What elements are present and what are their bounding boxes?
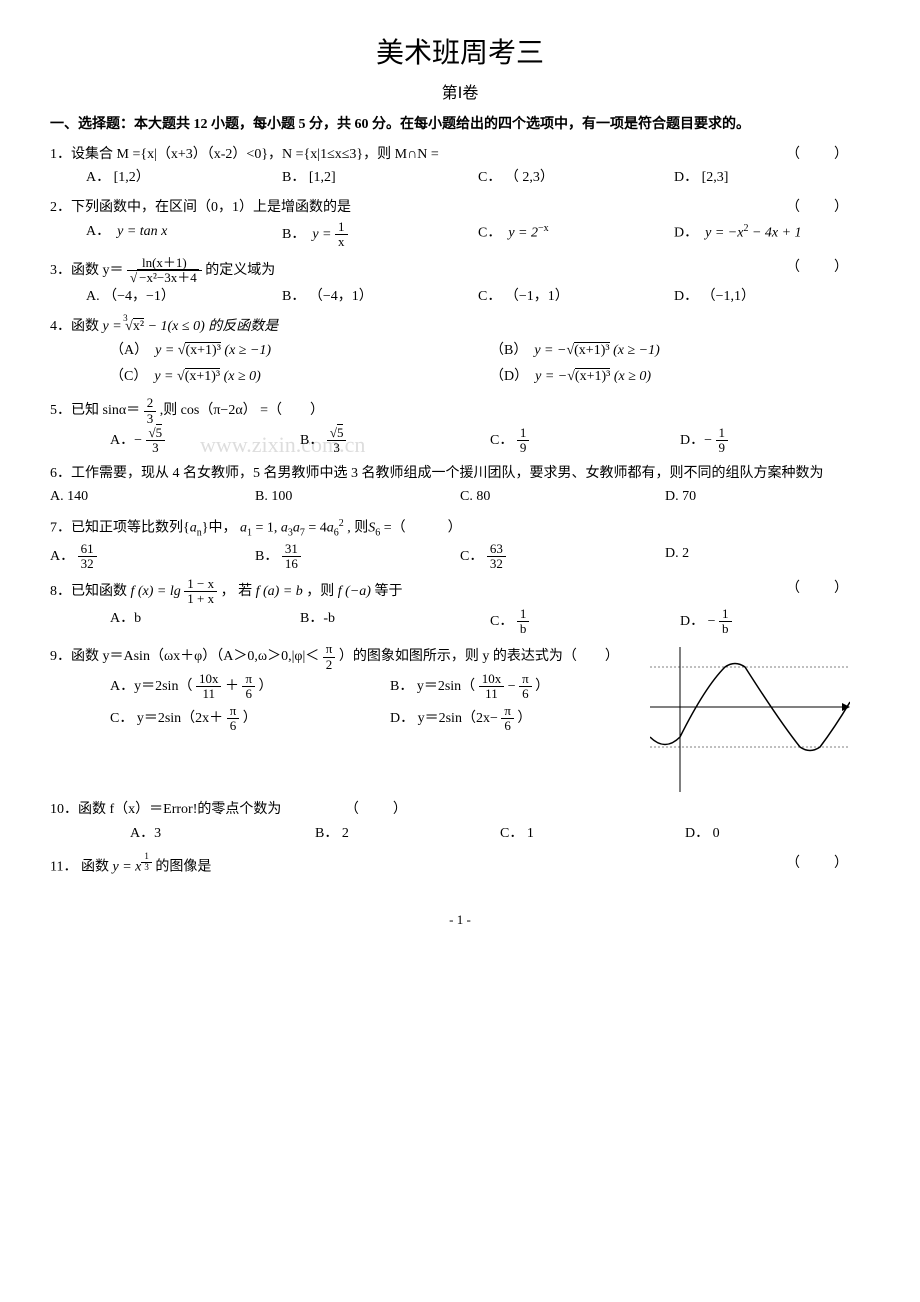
q9-opt-c: C． y＝2sin（2x＋ π6 ）: [110, 704, 390, 734]
q9-opt-d: D． y＝2sin（2x− π6 ）: [390, 704, 670, 734]
q5-opt-b: B． √53: [300, 426, 490, 456]
q5-opt-a: A．− √53: [110, 426, 300, 456]
q6-opt-d: D. 70: [665, 485, 870, 509]
q8-opt-a: A．b: [110, 607, 300, 637]
q10-opt-d: D． 0: [685, 822, 870, 846]
question-7: 7．已知正项等比数列{an}中， a1 = 1, a3a7 = 4a62 , 则…: [50, 515, 870, 571]
q6-opt-b: B. 100: [255, 485, 460, 509]
question-2: 2．下列函数中，在区间（0，1）上是增函数的是 （ ） A． y = tan x…: [50, 196, 870, 249]
q3-opt-d: D． （−1,1）: [674, 285, 870, 309]
sine-graph: [650, 642, 850, 792]
question-3: 3．函数 y＝ ln(x＋1) √−x²−3x＋4 的定义域为 （ ） A. （…: [50, 256, 870, 309]
page-title: 美术班周考三: [50, 30, 870, 78]
q5-opt-d: D．− 19: [680, 426, 870, 456]
question-11: 11． 函数 y = x13 的图像是 （ ）: [50, 852, 870, 879]
q8-opt-c: C． 1b: [490, 607, 680, 637]
q9-opt-b: B． y＝2sin（ 10x11 − π6 ）: [390, 672, 670, 702]
question-6: 6．工作需要，现从 4 名女教师，5 名男教师中选 3 名教师组成一个援川团队，…: [50, 462, 870, 510]
question-5: www.zixin.com.cn 5．已知 sinα＝ 23 ,则 cos（π−…: [50, 396, 870, 455]
q10-opt-b: B． 2: [315, 822, 500, 846]
q7-opt-c: C． 6332: [460, 542, 665, 572]
q2-opt-b: B． y = 1x: [282, 220, 478, 250]
q8-opt-b: B．-b: [300, 607, 490, 637]
blank-paren: （ ）: [786, 852, 850, 876]
q4-opt-d: （D） y = −√(x+1)³ (x ≥ 0): [490, 365, 870, 389]
q1-opt-c: C． （ 2,3）: [478, 166, 674, 190]
q6-opt-c: C. 80: [460, 485, 665, 509]
q3-opt-a: A. （−4，−1）: [86, 285, 282, 309]
q4-opt-c: （C） y = √(x+1)³ (x ≥ 0): [110, 365, 490, 389]
q2-opt-c: C． y = 2−x: [478, 220, 674, 250]
q10-opt-a: A．3: [130, 822, 315, 846]
q1-stem: 1．设集合 M ={x|（x+3）（x-2）<0}，N ={x|1≤x≤3}，则…: [50, 147, 439, 162]
q4-opt-b: （B） y = −√(x+1)³ (x ≥ −1): [490, 339, 870, 363]
question-8: 8．已知函数 f (x) = lg 1 − x1 + x ， 若 f (a) =…: [50, 577, 870, 636]
section-intro: 一、选择题：本大题共 12 小题，每小题 5 分，共 60 分。在每小题给出的四…: [50, 113, 870, 137]
q3-stem-pre: 3．函数 y＝: [50, 263, 124, 278]
blank-paren: （ ）: [786, 256, 850, 280]
q5-opt-c: C． 19: [490, 426, 680, 456]
question-1: 1．设集合 M ={x|（x+3）（x-2）<0}，N ={x|1≤x≤3}，则…: [50, 143, 870, 191]
question-4: 4．函数 y = 3 √x² − 1(x ≤ 0) 的反函数是 （A） y = …: [50, 315, 870, 390]
q10-opt-c: C． 1: [500, 822, 685, 846]
q8-opt-d: D． − 1b: [680, 607, 870, 637]
q4-opt-a: （A） y = √(x+1)³ (x ≥ −1): [110, 339, 490, 363]
q3-opt-c: C． （−1，1）: [478, 285, 674, 309]
subtitle: 第Ⅰ卷: [50, 80, 870, 107]
blank-paren: （ ）: [345, 802, 409, 817]
question-10: 10．函数 f（x）＝Error!的零点个数为 （ ） A．3 B． 2 C． …: [50, 798, 870, 846]
q2-opt-d: D． y = −x2 − 4x + 1: [674, 220, 870, 250]
q2-opt-a: A． y = tan x: [86, 220, 282, 250]
q2-stem: 2．下列函数中，在区间（0，1）上是增函数的是: [50, 200, 351, 215]
q7-opt-d: D. 2: [665, 542, 870, 572]
blank-paren: （ ）: [786, 143, 850, 167]
q3-stem-post: 的定义域为: [205, 263, 275, 278]
q7-opt-a: A． 6132: [50, 542, 255, 572]
q1-opt-b: B． [1,2]: [282, 166, 478, 190]
q3-opt-b: B． （−4，1）: [282, 285, 478, 309]
q1-opt-d: D． [2,3]: [674, 166, 870, 190]
q1-opt-a: A． [1,2）: [86, 166, 282, 190]
page-number: - 1 -: [50, 909, 870, 931]
question-9: 9．函数 y＝Asin（ωx＋φ）（A＞0,ω＞0,|φ|＜ π2 ）的图象如图…: [50, 642, 870, 792]
q7-opt-b: B． 3116: [255, 542, 460, 572]
blank-paren: （ ）: [786, 196, 850, 220]
q6-opt-a: A. 140: [50, 485, 255, 509]
q9-opt-a: A．y＝2sin（ 10x11 ＋ π6 ）: [110, 672, 390, 702]
blank-paren: （ ）: [786, 577, 850, 601]
